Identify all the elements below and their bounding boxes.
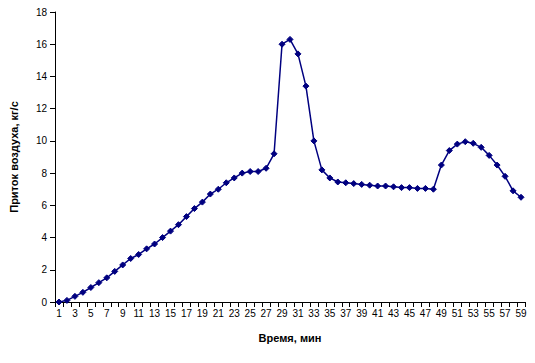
svg-text:57: 57 [500,308,512,319]
svg-text:47: 47 [420,308,432,319]
svg-text:35: 35 [324,308,336,319]
svg-text:27: 27 [261,308,273,319]
svg-text:16: 16 [36,39,48,50]
svg-text:59: 59 [515,308,527,319]
svg-text:1: 1 [56,308,62,319]
svg-text:21: 21 [213,308,225,319]
svg-text:39: 39 [356,308,368,319]
svg-text:5: 5 [88,308,94,319]
svg-text:49: 49 [436,308,448,319]
svg-text:0: 0 [41,297,47,308]
svg-text:6: 6 [41,200,47,211]
svg-text:3: 3 [72,308,78,319]
svg-text:23: 23 [229,308,241,319]
svg-text:Приток воздуха, кг/с: Приток воздуха, кг/с [8,101,20,213]
svg-text:12: 12 [36,103,48,114]
svg-text:29: 29 [276,308,288,319]
svg-text:37: 37 [340,308,352,319]
svg-text:41: 41 [372,308,384,319]
svg-text:17: 17 [181,308,193,319]
svg-text:8: 8 [41,168,47,179]
svg-text:31: 31 [292,308,304,319]
svg-text:9: 9 [120,308,126,319]
svg-text:51: 51 [452,308,464,319]
svg-text:11: 11 [133,308,144,319]
svg-text:4: 4 [41,232,47,243]
svg-text:33: 33 [308,308,320,319]
svg-text:Время, мин: Время, мин [259,332,322,344]
svg-text:19: 19 [197,308,209,319]
svg-text:10: 10 [36,135,48,146]
svg-text:43: 43 [388,308,400,319]
svg-text:55: 55 [484,308,496,319]
svg-text:7: 7 [104,308,110,319]
svg-text:2: 2 [41,264,47,275]
svg-text:13: 13 [149,308,161,319]
svg-text:15: 15 [165,308,177,319]
svg-text:18: 18 [36,7,48,18]
svg-text:25: 25 [245,308,257,319]
svg-text:53: 53 [468,308,480,319]
svg-text:45: 45 [404,308,416,319]
svg-text:14: 14 [36,71,48,82]
